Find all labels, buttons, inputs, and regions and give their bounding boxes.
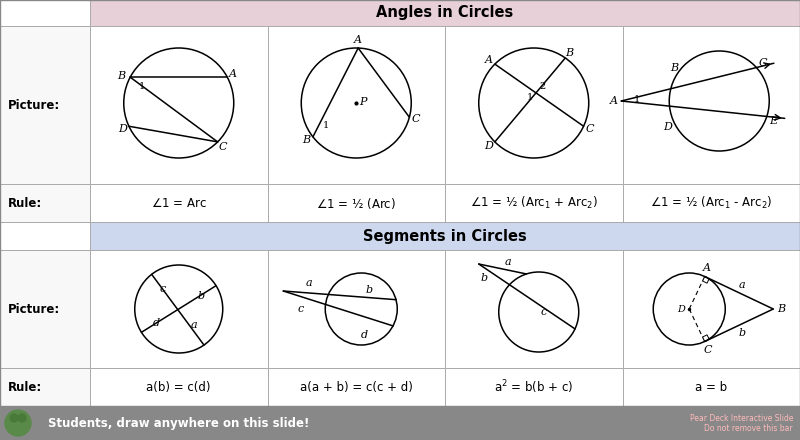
Text: Picture:: Picture: bbox=[8, 303, 60, 315]
Text: b: b bbox=[738, 328, 746, 338]
Bar bbox=[622, 368, 800, 406]
Bar bbox=[622, 184, 800, 222]
Text: b: b bbox=[198, 291, 205, 301]
Text: D: D bbox=[663, 122, 672, 132]
Text: A: A bbox=[702, 264, 710, 274]
Text: D: D bbox=[678, 304, 685, 313]
Bar bbox=[0, 184, 90, 222]
Text: 1: 1 bbox=[139, 82, 146, 91]
Text: Students, draw anywhere on this slide!: Students, draw anywhere on this slide! bbox=[48, 417, 310, 429]
Bar bbox=[0, 368, 90, 406]
Bar bbox=[0, 406, 800, 440]
Bar bbox=[90, 26, 267, 184]
Bar bbox=[267, 250, 445, 368]
Text: 1: 1 bbox=[527, 93, 533, 103]
Text: a(b) = c(d): a(b) = c(d) bbox=[146, 381, 211, 393]
Text: E: E bbox=[769, 117, 777, 126]
Bar bbox=[0, 222, 90, 250]
Text: C: C bbox=[218, 142, 227, 152]
Text: A: A bbox=[485, 55, 493, 65]
Text: c: c bbox=[541, 307, 547, 317]
Text: $\angle$1 = ½ (Arc): $\angle$1 = ½ (Arc) bbox=[316, 195, 396, 210]
Text: A: A bbox=[354, 35, 362, 45]
Text: b: b bbox=[480, 272, 487, 282]
Text: $\angle$1 = ½ (Arc$_1$ + Arc$_2$): $\angle$1 = ½ (Arc$_1$ + Arc$_2$) bbox=[470, 195, 598, 211]
Text: Pear Deck Interactive Slide: Pear Deck Interactive Slide bbox=[690, 414, 793, 422]
Bar bbox=[0, 250, 90, 368]
Text: a: a bbox=[504, 257, 511, 267]
Text: C: C bbox=[703, 345, 712, 355]
Text: 1: 1 bbox=[634, 95, 640, 103]
Bar bbox=[267, 184, 445, 222]
Text: B: B bbox=[670, 62, 678, 73]
Text: 1: 1 bbox=[322, 121, 329, 130]
Bar bbox=[445, 368, 622, 406]
Text: a: a bbox=[305, 278, 312, 288]
Bar bbox=[90, 222, 800, 250]
Text: $\angle$1 = ½ (Arc$_1$ - Arc$_2$): $\angle$1 = ½ (Arc$_1$ - Arc$_2$) bbox=[650, 195, 773, 211]
Bar bbox=[445, 184, 622, 222]
Bar bbox=[445, 250, 622, 368]
Text: Rule:: Rule: bbox=[8, 381, 42, 393]
Text: a(a + b) = c(c + d): a(a + b) = c(c + d) bbox=[300, 381, 413, 393]
Text: Segments in Circles: Segments in Circles bbox=[363, 228, 527, 243]
Bar bbox=[90, 250, 267, 368]
Text: D: D bbox=[118, 124, 127, 134]
Bar bbox=[267, 26, 445, 184]
Bar bbox=[445, 26, 622, 184]
Text: B: B bbox=[302, 135, 310, 145]
Text: d: d bbox=[361, 330, 368, 340]
Text: A: A bbox=[610, 96, 618, 106]
Bar bbox=[622, 26, 800, 184]
Text: B: B bbox=[777, 304, 786, 314]
Text: a: a bbox=[190, 320, 197, 330]
Bar bbox=[90, 184, 267, 222]
Bar bbox=[0, 0, 90, 26]
Text: $\angle$1 = Arc: $\angle$1 = Arc bbox=[151, 197, 206, 209]
Text: b: b bbox=[366, 285, 373, 295]
Text: P: P bbox=[359, 97, 367, 107]
Text: c: c bbox=[298, 304, 304, 314]
Bar bbox=[90, 0, 800, 26]
Bar bbox=[267, 368, 445, 406]
Text: D: D bbox=[485, 141, 494, 151]
Text: a$^2$ = b(b + c): a$^2$ = b(b + c) bbox=[494, 378, 574, 396]
Bar bbox=[622, 250, 800, 368]
Text: d: d bbox=[153, 318, 160, 328]
Text: B: B bbox=[117, 71, 126, 81]
Text: C: C bbox=[411, 114, 420, 124]
Text: A: A bbox=[230, 69, 238, 79]
Text: C: C bbox=[758, 58, 766, 68]
Circle shape bbox=[10, 414, 18, 422]
Text: C: C bbox=[586, 124, 594, 134]
Circle shape bbox=[18, 414, 26, 422]
Text: a = b: a = b bbox=[695, 381, 727, 393]
Circle shape bbox=[5, 410, 31, 436]
Text: 2: 2 bbox=[540, 82, 546, 92]
Text: c: c bbox=[159, 284, 166, 294]
Text: Picture:: Picture: bbox=[8, 99, 60, 111]
Bar bbox=[0, 26, 90, 184]
Bar bbox=[90, 368, 267, 406]
Text: a: a bbox=[738, 280, 746, 290]
Text: B: B bbox=[566, 48, 574, 58]
Text: Angles in Circles: Angles in Circles bbox=[376, 4, 514, 19]
Text: Rule:: Rule: bbox=[8, 197, 42, 209]
Text: Do not remove this bar: Do not remove this bar bbox=[704, 423, 793, 433]
